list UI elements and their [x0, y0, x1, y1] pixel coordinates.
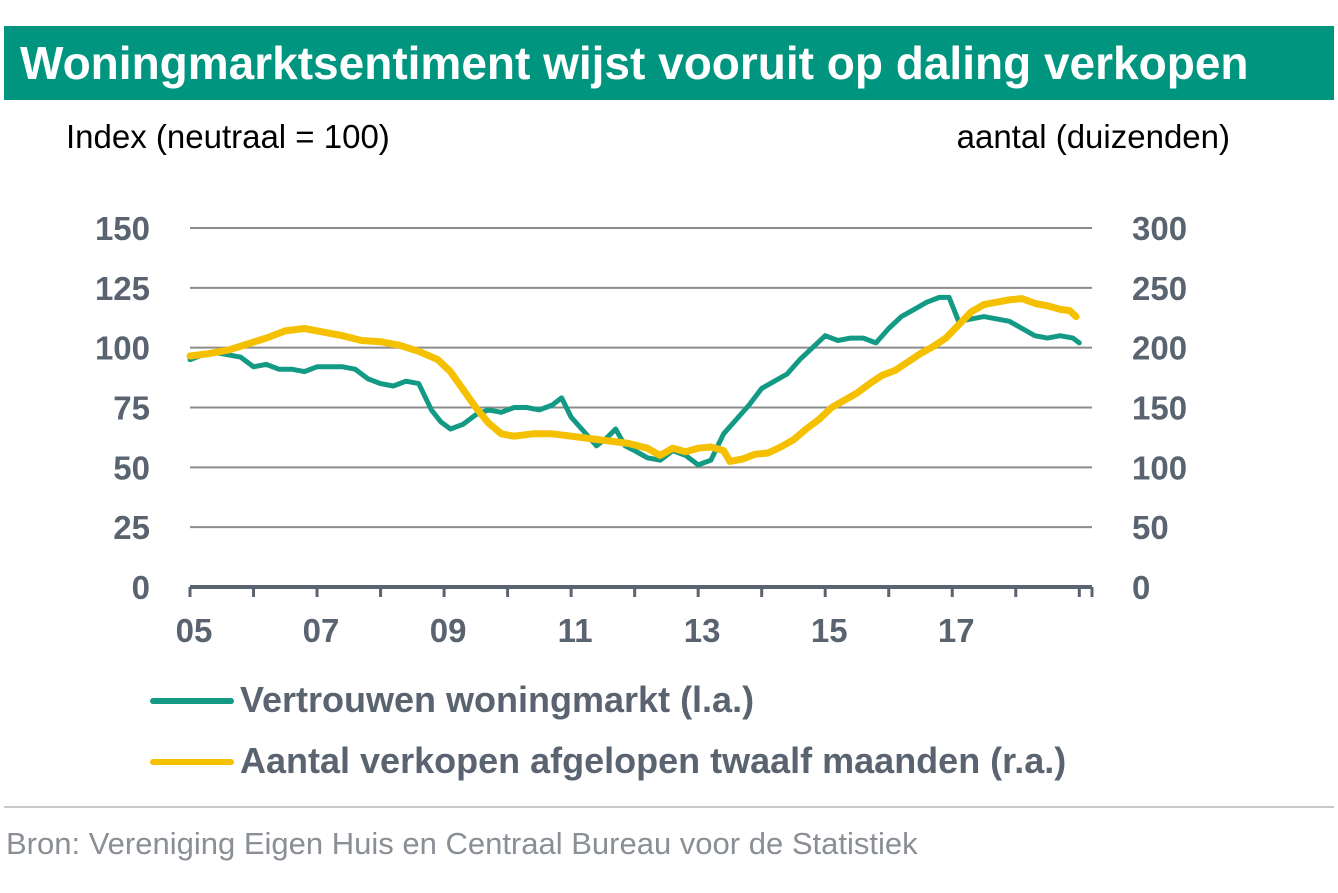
x-tick-label: 13 — [684, 612, 721, 649]
left-tick-label: 25 — [113, 509, 150, 546]
right-tick-label: 300 — [1132, 210, 1187, 247]
footer-divider — [4, 806, 1334, 808]
right-axis-label: aantal (duizenden) — [956, 118, 1230, 155]
left-axis-label: Index (neutraal = 100) — [66, 118, 390, 155]
left-tick-label: 0 — [132, 569, 150, 606]
legend-label-verkopen: Aantal verkopen afgelopen twaalf maanden… — [240, 740, 1067, 781]
right-tick-label: 50 — [1132, 509, 1169, 546]
x-tick-label: 09 — [430, 612, 467, 649]
x-tick-label: 17 — [938, 612, 975, 649]
right-tick-label: 0 — [1132, 569, 1150, 606]
left-tick-label: 150 — [95, 210, 150, 247]
right-tick-label: 200 — [1132, 330, 1187, 367]
left-tick-label: 75 — [113, 390, 150, 427]
right-tick-label: 100 — [1132, 449, 1187, 486]
x-tick-label: 15 — [811, 612, 848, 649]
left-tick-label: 125 — [95, 270, 150, 307]
x-tick-label: 07 — [303, 612, 340, 649]
title-bar: Woningmarktsentiment wijst vooruit op da… — [4, 26, 1334, 100]
grid-lines — [188, 227, 1094, 597]
x-tick-label: 05 — [176, 612, 213, 649]
x-tick-label: 11 — [558, 612, 593, 649]
series-line-verkopen — [186, 295, 1080, 465]
right-tick-label: 250 — [1132, 270, 1187, 307]
legend-swatch-verkopen — [150, 759, 234, 765]
right-tick-label: 150 — [1132, 390, 1187, 427]
legend-label-vertrouwen: Vertrouwen woningmarkt (l.a.) — [240, 679, 755, 720]
legend-swatch-vertrouwen — [150, 698, 234, 704]
series-line-vertrouwen — [187, 294, 1082, 468]
tick-labels: 0 25 50 75 100 125 150 0 50 100 150 200 250 300 05 07 09… — [95, 210, 1187, 649]
series-lines — [186, 294, 1082, 468]
chart-title: Woningmarktsentiment wijst vooruit op da… — [20, 37, 1249, 89]
left-tick-label: 50 — [113, 449, 150, 486]
left-tick-label: 100 — [95, 330, 150, 367]
source-note: Bron: Vereniging Eigen Huis en Centraal … — [6, 826, 918, 861]
